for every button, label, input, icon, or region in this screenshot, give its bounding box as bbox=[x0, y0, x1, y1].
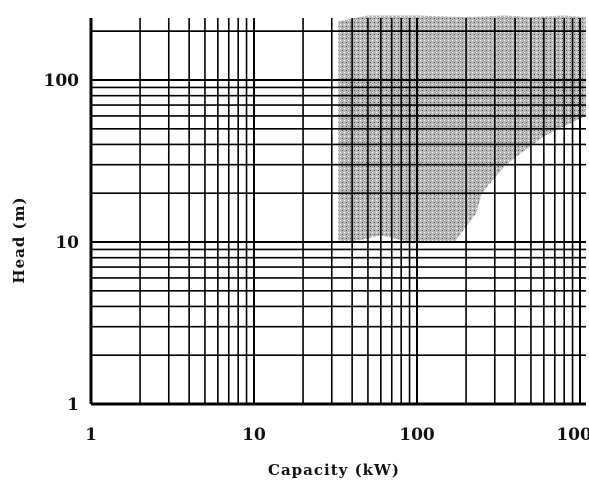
axes bbox=[89, 18, 586, 406]
y-tick-label: 1 bbox=[67, 395, 79, 415]
x-tick-label: 1000 bbox=[556, 425, 589, 445]
tick-labels: 1 10 100 1000 1 10 100 bbox=[44, 71, 589, 445]
y-tick-label: 10 bbox=[55, 233, 79, 253]
x-axis-title: Capacity (kW) bbox=[268, 461, 400, 479]
x-tick-label: 10 bbox=[242, 425, 266, 445]
y-axis-title: Head (m) bbox=[10, 196, 28, 283]
x-tick-label: 100 bbox=[399, 425, 435, 445]
x-tick-label: 1 bbox=[85, 425, 97, 445]
y-tick-label: 100 bbox=[44, 71, 80, 91]
grid bbox=[90, 18, 586, 405]
